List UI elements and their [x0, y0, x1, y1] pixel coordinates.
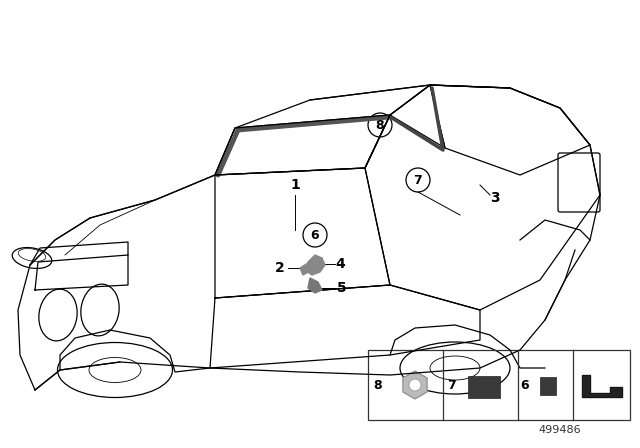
Polygon shape	[308, 278, 322, 293]
Text: 2: 2	[275, 261, 285, 275]
Text: 4: 4	[335, 257, 345, 271]
Polygon shape	[300, 263, 312, 275]
Text: 3: 3	[461, 217, 463, 219]
Text: 8: 8	[374, 379, 382, 392]
FancyBboxPatch shape	[540, 377, 556, 395]
Text: 3: 3	[490, 191, 500, 205]
Text: 1: 1	[290, 178, 300, 192]
Text: 7: 7	[447, 379, 456, 392]
Text: 5: 5	[337, 281, 347, 295]
Text: 499486: 499486	[539, 425, 581, 435]
Polygon shape	[305, 255, 325, 275]
FancyBboxPatch shape	[468, 376, 500, 398]
Circle shape	[409, 379, 421, 391]
Text: 6: 6	[521, 379, 529, 392]
Text: 7: 7	[413, 173, 422, 186]
Text: 6: 6	[310, 228, 319, 241]
Text: 8: 8	[376, 119, 384, 132]
Polygon shape	[582, 375, 622, 397]
